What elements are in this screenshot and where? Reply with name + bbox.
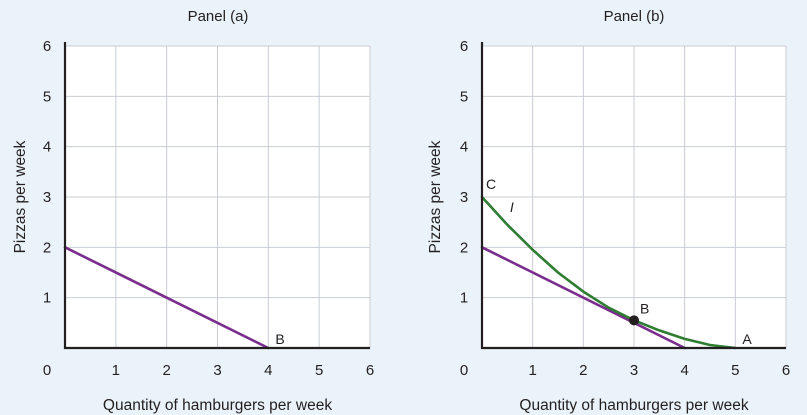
y-tick-label: 1 <box>460 290 468 307</box>
x-tick-label: 4 <box>680 362 688 379</box>
point-label: A <box>742 331 752 347</box>
y-tick-label: 3 <box>460 189 468 206</box>
y-axis-label: Pizzas per week <box>12 140 29 253</box>
x-tick-label: 5 <box>315 362 323 379</box>
panel-title: Panel (a) <box>188 8 249 25</box>
y-tick-label: 5 <box>43 88 51 105</box>
x-tick-label: 3 <box>213 362 221 379</box>
point-label: B <box>640 300 649 316</box>
x-tick-label: 0 <box>43 362 51 379</box>
y-tick-label: 6 <box>43 38 51 55</box>
axes <box>480 42 786 350</box>
y-tick-label: 3 <box>43 189 51 206</box>
panel-a: Panel (a) 0 1 2 3 4 5 6 1 2 3 4 5 6 Quantity of hambur… <box>12 8 374 414</box>
panel-b: Panel (b) 0 1 2 3 4 5 6 1 2 3 4 5 6 Quantity of hambur… <box>427 8 790 414</box>
x-tick-label: 2 <box>162 362 170 379</box>
point-marker <box>629 315 639 326</box>
x-tick-label: 3 <box>630 362 638 379</box>
x-tick-label: 6 <box>782 362 790 379</box>
point-label: C <box>486 176 496 192</box>
x-tick-label: 6 <box>366 362 374 379</box>
y-axis-label: Pizzas per week <box>427 140 444 253</box>
x-axis-label: Quantity of hamburgers per week <box>103 397 332 414</box>
curve-label: I <box>510 199 514 215</box>
x-tick-label: 2 <box>579 362 587 379</box>
point-label: B <box>275 331 284 347</box>
x-axis-label: Quantity of hamburgers per week <box>519 397 748 414</box>
x-tick-label: 5 <box>731 362 739 379</box>
indifference-curve <box>480 195 737 350</box>
y-tick-label: 1 <box>43 290 51 307</box>
budget-line <box>480 246 687 350</box>
panel-title: Panel (b) <box>604 8 665 25</box>
y-tick-label: 4 <box>43 139 51 156</box>
y-tick-label: 5 <box>460 88 468 105</box>
axes <box>63 42 370 350</box>
y-tick-label: 6 <box>460 38 468 55</box>
x-tick-label: 4 <box>264 362 272 379</box>
budget-line <box>63 246 270 350</box>
x-tick-label: 1 <box>112 362 120 379</box>
x-tick-label: 1 <box>528 362 536 379</box>
x-tick-label: 0 <box>460 362 468 379</box>
y-tick-label: 4 <box>460 139 468 156</box>
y-tick-label: 2 <box>43 239 51 256</box>
y-tick-label: 2 <box>460 239 468 256</box>
